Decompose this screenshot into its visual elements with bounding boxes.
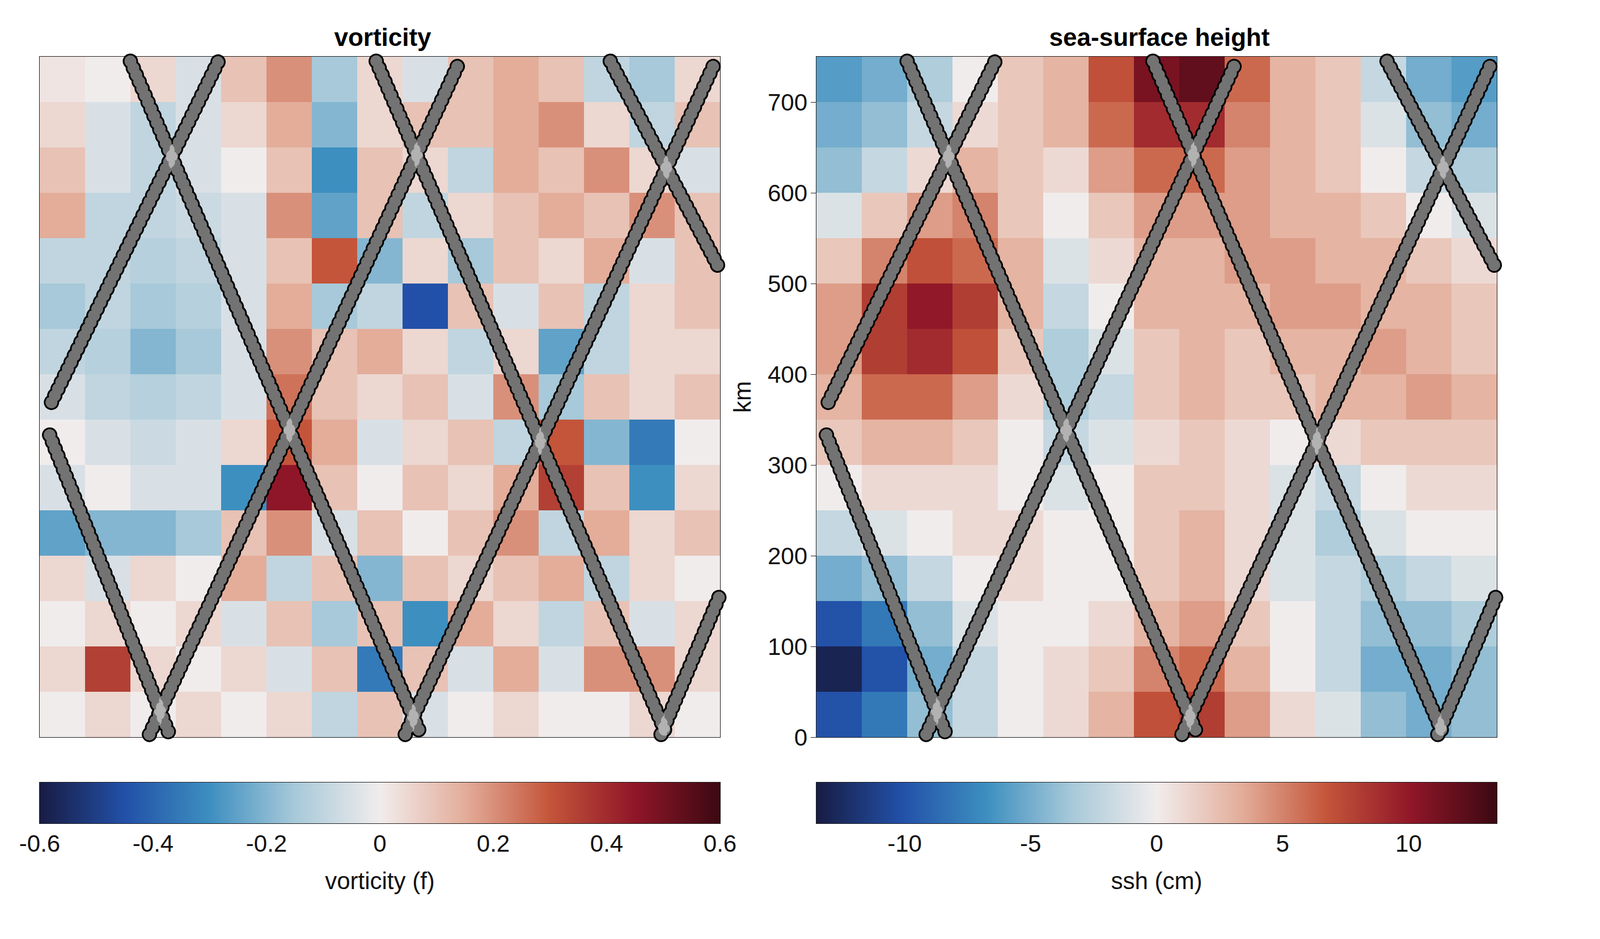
- svg-text:km: km: [729, 381, 756, 413]
- svg-text:-0.4: -0.4: [132, 830, 174, 857]
- svg-text:-5: -5: [1019, 830, 1041, 857]
- svg-text:0.6: 0.6: [703, 830, 737, 857]
- svg-text:0: 0: [1149, 830, 1163, 857]
- svg-text:0: 0: [373, 830, 387, 857]
- svg-text:-0.6: -0.6: [19, 830, 61, 857]
- svg-text:0: 0: [794, 724, 808, 751]
- svg-text:600: 600: [767, 179, 808, 207]
- svg-text:ssh (cm): ssh (cm): [1111, 867, 1203, 895]
- svg-text:400: 400: [767, 361, 808, 388]
- svg-text:5: 5: [1276, 830, 1290, 857]
- svg-text:-10: -10: [887, 830, 922, 857]
- svg-text:500: 500: [767, 270, 808, 298]
- svg-text:sea-surface height: sea-surface height: [1049, 23, 1271, 52]
- svg-text:0.2: 0.2: [476, 830, 510, 857]
- svg-text:100: 100: [767, 633, 808, 660]
- svg-text:10: 10: [1395, 830, 1422, 857]
- svg-text:-0.2: -0.2: [246, 830, 287, 857]
- svg-text:300: 300: [767, 451, 808, 479]
- svg-text:vorticity (f): vorticity (f): [324, 867, 435, 895]
- svg-text:200: 200: [767, 542, 808, 570]
- svg-text:vorticity: vorticity: [333, 23, 432, 52]
- svg-text:700: 700: [767, 89, 808, 116]
- svg-text:0.4: 0.4: [590, 830, 624, 857]
